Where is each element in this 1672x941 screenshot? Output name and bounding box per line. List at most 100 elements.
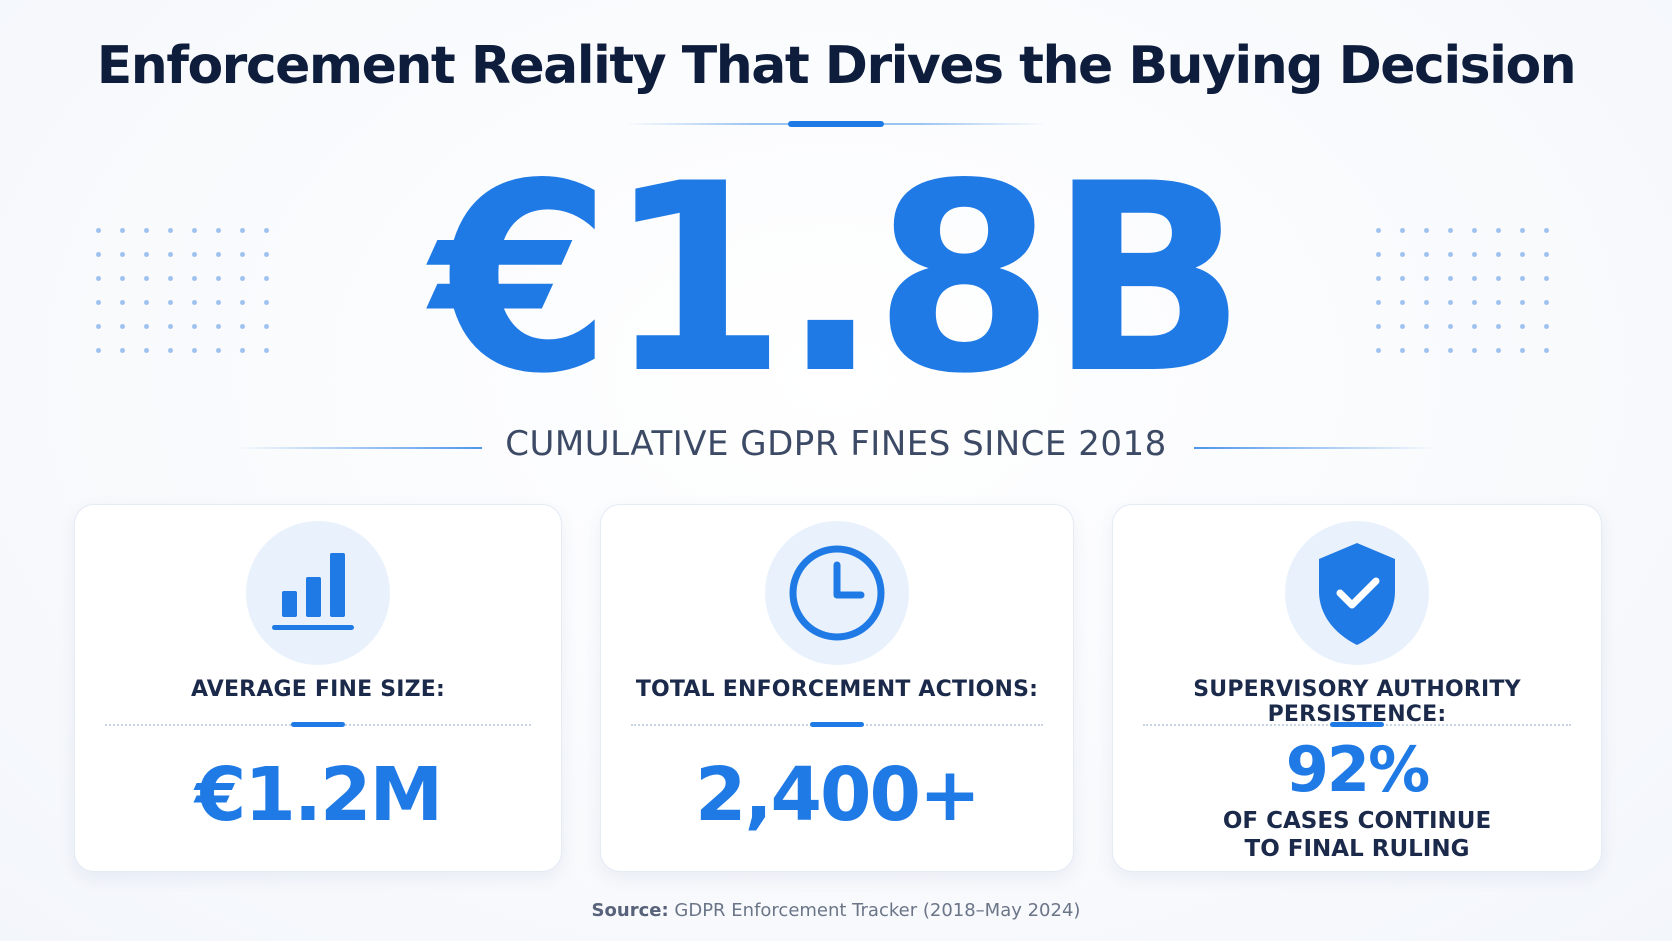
decorative-dot (1544, 300, 1549, 305)
card-value: €1.2M (194, 752, 443, 838)
decorative-dot (168, 324, 173, 329)
decorative-dot-grid-right (1376, 228, 1568, 372)
decorative-dot (120, 300, 125, 305)
decorative-dot (1400, 324, 1405, 329)
decorative-dot (1400, 228, 1405, 233)
decorative-dot (1448, 276, 1453, 281)
decorative-dot (240, 348, 245, 353)
decorative-dot (1424, 252, 1429, 257)
decorative-dot (168, 300, 173, 305)
decorative-dot (264, 252, 269, 257)
decorative-dot (1496, 324, 1501, 329)
stat-card-average-fine: AVERAGE FINE SIZE: €1.2M (74, 504, 562, 872)
decorative-dot (1472, 300, 1477, 305)
decorative-dot (120, 324, 125, 329)
hero-caption-row: CUMULATIVE GDPR FINES SINCE 2018 (0, 424, 1672, 470)
decorative-dot (1424, 276, 1429, 281)
decorative-dot (216, 276, 221, 281)
decorative-dot (1520, 348, 1525, 353)
decorative-dot (264, 300, 269, 305)
decorative-dot (144, 300, 149, 305)
decorative-dot (264, 228, 269, 233)
decorative-dot (1520, 276, 1525, 281)
decorative-dot (168, 252, 173, 257)
decorative-dot (216, 324, 221, 329)
decorative-dot (1424, 324, 1429, 329)
decorative-dot (216, 348, 221, 353)
decorative-dot (1376, 348, 1381, 353)
hero-caption: CUMULATIVE GDPR FINES SINCE 2018 (505, 424, 1167, 464)
decorative-dot (240, 252, 245, 257)
decorative-dot (1400, 300, 1405, 305)
card-label: TOTAL ENFORCEMENT ACTIONS: (635, 677, 1039, 702)
decorative-dot (264, 324, 269, 329)
caption-divider-left (236, 447, 482, 449)
decorative-dot (96, 228, 101, 233)
decorative-dot (1520, 324, 1525, 329)
decorative-dot (1424, 300, 1429, 305)
decorative-dot (1544, 276, 1549, 281)
decorative-dot (192, 228, 197, 233)
decorative-dot (1376, 300, 1381, 305)
decorative-dot (1496, 276, 1501, 281)
decorative-dot (1520, 300, 1525, 305)
decorative-dot (192, 252, 197, 257)
card-note-line: OF CASES CONTINUE (1222, 808, 1492, 834)
decorative-dot (240, 276, 245, 281)
decorative-dot-grid-left (96, 228, 288, 372)
decorative-dot (216, 252, 221, 257)
decorative-dot (1448, 324, 1453, 329)
title-divider-accent (788, 121, 884, 127)
decorative-dot (1472, 276, 1477, 281)
decorative-dot (216, 228, 221, 233)
decorative-dot (1472, 348, 1477, 353)
card-divider-accent (810, 722, 864, 727)
shield-check-icon (1285, 521, 1429, 665)
decorative-dot (144, 228, 149, 233)
decorative-dot (1376, 324, 1381, 329)
decorative-dot (168, 276, 173, 281)
decorative-dot (1544, 228, 1549, 233)
decorative-dot (144, 252, 149, 257)
decorative-dot (96, 324, 101, 329)
decorative-dot (1496, 252, 1501, 257)
decorative-dot (1472, 324, 1477, 329)
decorative-dot (1496, 300, 1501, 305)
card-note-line: TO FINAL RULING (1244, 836, 1470, 862)
decorative-dot (96, 276, 101, 281)
decorative-dot (1400, 252, 1405, 257)
decorative-dot (1448, 348, 1453, 353)
decorative-dot (168, 348, 173, 353)
decorative-dot (192, 324, 197, 329)
decorative-dot (1496, 348, 1501, 353)
source-text: GDPR Enforcement Tracker (2018–May 2024) (674, 900, 1081, 921)
decorative-dot (1472, 252, 1477, 257)
decorative-dot (1520, 228, 1525, 233)
decorative-dot (144, 348, 149, 353)
decorative-dot (96, 300, 101, 305)
decorative-dot (1448, 228, 1453, 233)
decorative-dot (1472, 228, 1477, 233)
decorative-dot (1376, 228, 1381, 233)
decorative-dot (264, 276, 269, 281)
decorative-dot (1496, 228, 1501, 233)
decorative-dot (1544, 252, 1549, 257)
card-value: 2,400+ (694, 752, 981, 838)
stat-card-authority-persistence: SUPERVISORY AUTHORITY PERSISTENCE: 92% O… (1112, 504, 1602, 872)
card-value: 92% (1285, 733, 1430, 806)
decorative-dot (120, 228, 125, 233)
decorative-dot (192, 300, 197, 305)
decorative-dot (240, 324, 245, 329)
decorative-dot (1376, 252, 1381, 257)
bar-chart-icon (246, 521, 390, 665)
card-divider-accent (291, 722, 345, 727)
decorative-dot (144, 276, 149, 281)
decorative-dot (96, 348, 101, 353)
decorative-dot (1424, 228, 1429, 233)
card-label: SUPERVISORY AUTHORITY PERSISTENCE: (1193, 677, 1521, 727)
decorative-dot (144, 324, 149, 329)
card-divider-accent (1330, 722, 1384, 727)
card-note: OF CASES CONTINUE TO FINAL RULING (1113, 807, 1601, 863)
decorative-dot (168, 228, 173, 233)
